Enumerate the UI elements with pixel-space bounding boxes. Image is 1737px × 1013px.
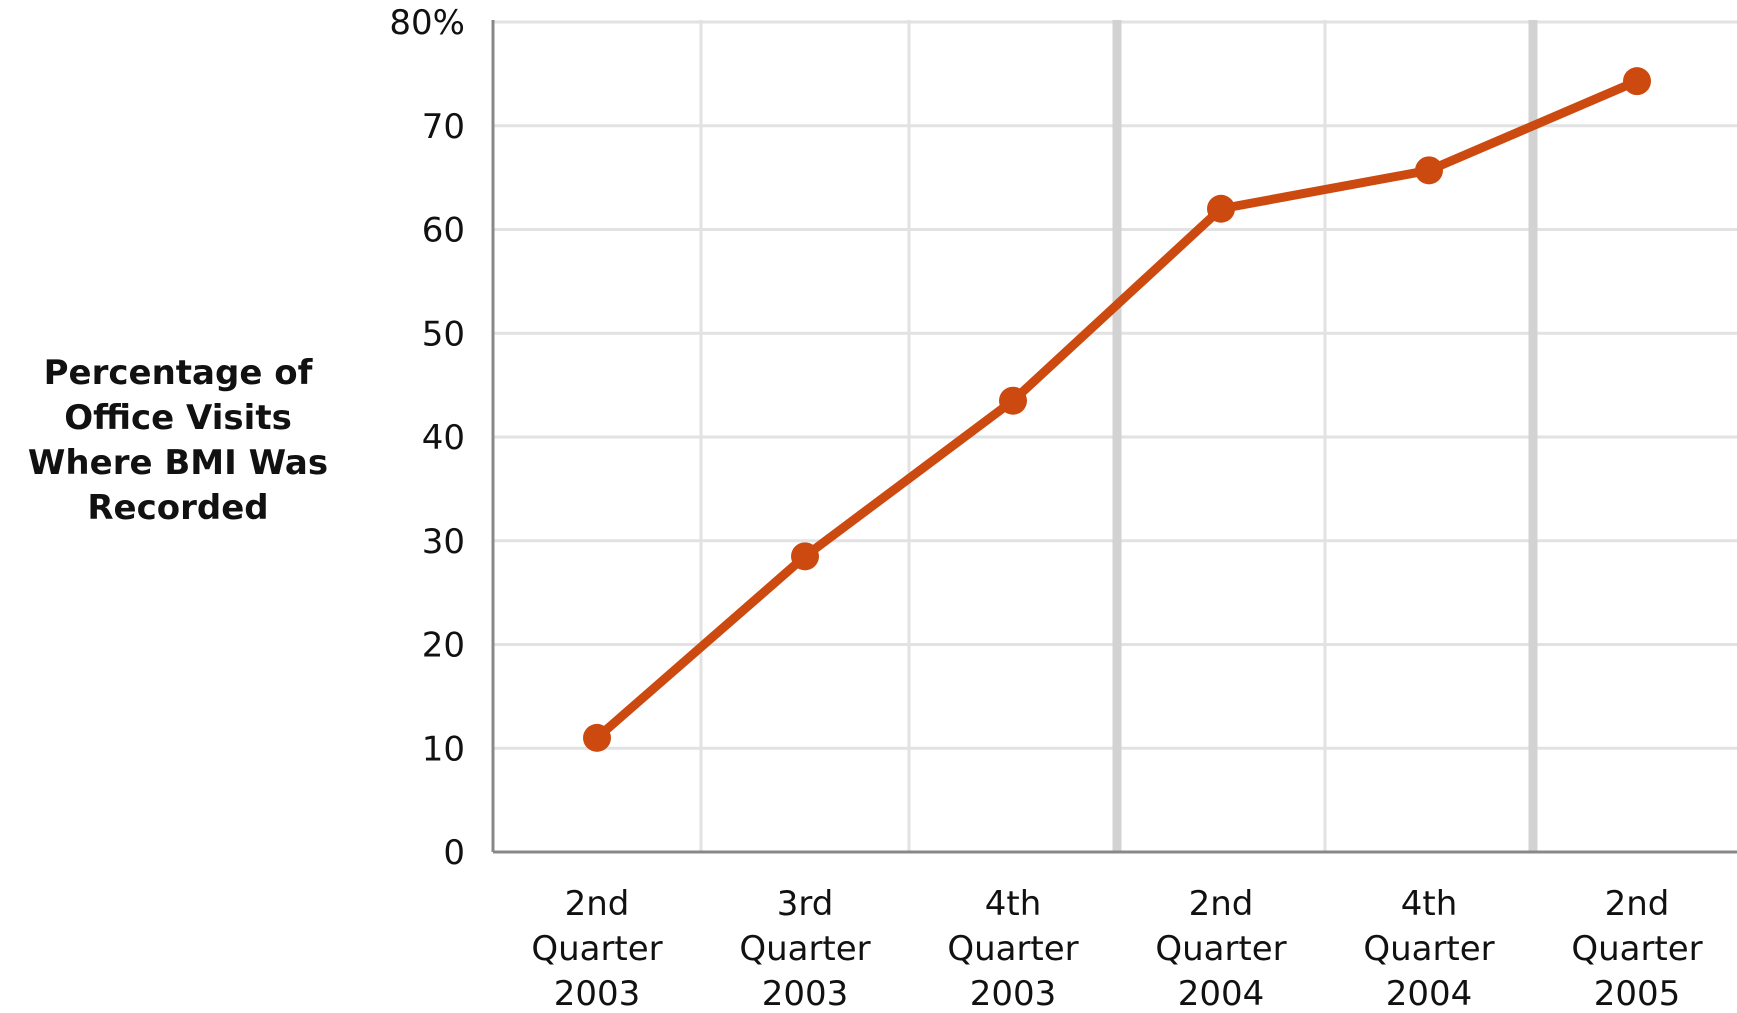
series bbox=[583, 67, 1651, 752]
x-tick-label: 3rd Quarter 2003 bbox=[739, 884, 870, 1013]
x-axis-ticks: 2nd Quarter 2003 3rd Quarter 2003 4th Quarter 20… bbox=[531, 884, 1702, 1013]
data-point bbox=[583, 723, 611, 752]
y-axis-ticks: 0 10 20 30 40 50 60 70 80% bbox=[389, 3, 465, 873]
y-tick-label: 40 bbox=[422, 418, 465, 458]
y-tick-label: 10 bbox=[422, 729, 465, 769]
data-point bbox=[1415, 156, 1443, 185]
y-tick-label: 0 bbox=[443, 833, 465, 873]
y-tick-label: 70 bbox=[422, 107, 465, 147]
x-tick-label: 2nd Quarter 2003 bbox=[531, 884, 662, 1013]
y-tick-label: 20 bbox=[422, 626, 465, 666]
x-tick-label: 4th Quarter 2004 bbox=[1363, 884, 1494, 1013]
y-tick-label: 60 bbox=[422, 211, 465, 251]
axes bbox=[491, 20, 1737, 854]
x-tick-label: 4th Quarter 2003 bbox=[947, 884, 1078, 1013]
data-point bbox=[791, 542, 819, 571]
y-tick-label: 50 bbox=[422, 314, 465, 354]
x-tick-label: 2nd Quarter 2004 bbox=[1155, 884, 1286, 1013]
grid-lines bbox=[493, 20, 1737, 852]
data-point bbox=[1623, 67, 1651, 96]
series-line bbox=[592, 76, 1642, 743]
x-tick-label: 2nd Quarter 2005 bbox=[1571, 884, 1702, 1013]
data-point bbox=[1207, 194, 1235, 223]
y-tick-label: 80% bbox=[389, 3, 465, 43]
data-point bbox=[999, 386, 1027, 415]
y-tick-label: 30 bbox=[422, 522, 465, 562]
y-axis-label: Percentage of Office Visits Where BMI Was R… bbox=[28, 353, 328, 528]
